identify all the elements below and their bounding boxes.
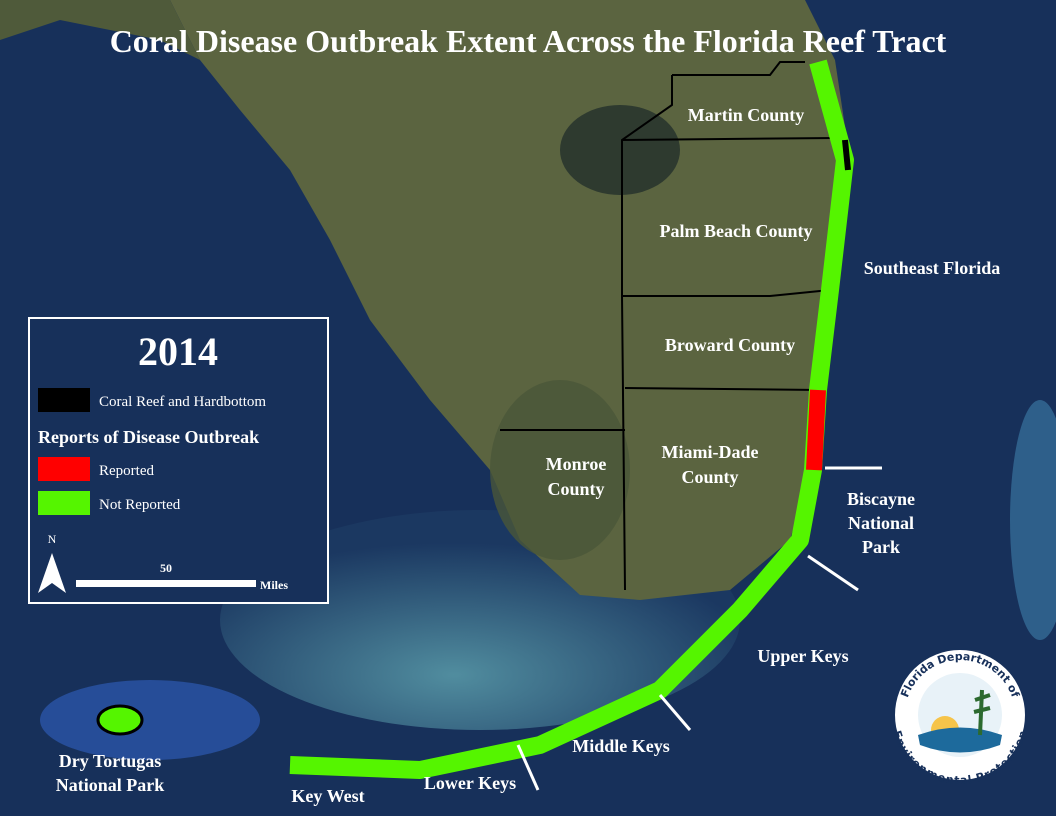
logo-tree (973, 689, 991, 736)
map-label: Miami-Dade County (662, 442, 759, 487)
map-label: Southeast Florida (864, 258, 1001, 278)
label-line: Upper Keys (757, 646, 848, 666)
map-label: Dry Tortugas National Park (56, 751, 165, 795)
lake-okeechobee (560, 105, 680, 195)
county-line (624, 387, 821, 391)
label-line: Key West (291, 786, 364, 806)
north-arrow (38, 553, 66, 593)
title: Coral Disease Outbreak Extent Across the… (110, 23, 947, 59)
label-line: Monroe (546, 454, 607, 474)
logo: Florida Department of Environmental Prot… (890, 648, 1030, 787)
legend-text: Coral Reef and Hardbottom (99, 394, 266, 410)
legend: 2014 Coral Reef and Hardbottom Reports o… (28, 317, 329, 604)
map-label: Lower Keys (424, 773, 516, 793)
label-line: Miami-Dade (662, 442, 759, 462)
county-line (621, 137, 836, 141)
legend-text: Reported (99, 463, 154, 479)
map-label: Palm Beach County (660, 221, 813, 241)
scale-value: 50 (160, 561, 172, 575)
scale-bar (76, 580, 256, 587)
label-line: National Park (56, 775, 165, 795)
label-line: Dry Tortugas (59, 751, 162, 771)
north-land (0, 0, 200, 60)
north-label: N (48, 532, 57, 546)
map-label: Key West (291, 786, 364, 806)
reef-hardbottom (842, 139, 851, 171)
legend-text: Not Reported (99, 497, 181, 513)
legend-swatch (38, 457, 90, 481)
tortugas-reef (96, 704, 144, 736)
tortugas-bank (40, 680, 260, 760)
leader-line (516, 744, 540, 791)
label-line: Southeast Florida (864, 258, 1001, 278)
county-lines (500, 61, 836, 591)
reef-tract-not-reported (289, 59, 854, 779)
map-label: Broward County (665, 335, 795, 355)
label-line: County (681, 467, 738, 487)
label-line: Lower Keys (424, 773, 516, 793)
label-line: National (848, 513, 914, 533)
scale-unit: Miles (260, 578, 288, 592)
legend-year: 2014 (138, 329, 218, 374)
county-line (622, 289, 831, 297)
map-label: Middle Keys (572, 736, 670, 756)
label-line: County (547, 479, 604, 499)
leader-line (807, 554, 859, 592)
legend-swatch (38, 491, 90, 515)
label-line: Martin County (688, 105, 805, 125)
leader-lines (516, 466, 882, 791)
label-line: Park (862, 537, 900, 557)
label-line: Biscayne (847, 489, 915, 509)
county-line (672, 61, 805, 76)
leader-line (658, 694, 692, 731)
everglades (490, 380, 630, 560)
bahamas-bank (1010, 400, 1056, 640)
map-label: Monroe County (546, 454, 607, 499)
map-label: Martin County (688, 105, 805, 125)
label-line: Palm Beach County (660, 221, 813, 241)
reef-tract-reported (806, 389, 826, 471)
map-label: Upper Keys (757, 646, 848, 666)
legend-swatch (38, 388, 90, 412)
legend-section-title: Reports of Disease Outbreak (38, 427, 259, 447)
map-label: Biscayne National Park (847, 489, 915, 557)
label-line: Middle Keys (572, 736, 670, 756)
label-line: Broward County (665, 335, 795, 355)
